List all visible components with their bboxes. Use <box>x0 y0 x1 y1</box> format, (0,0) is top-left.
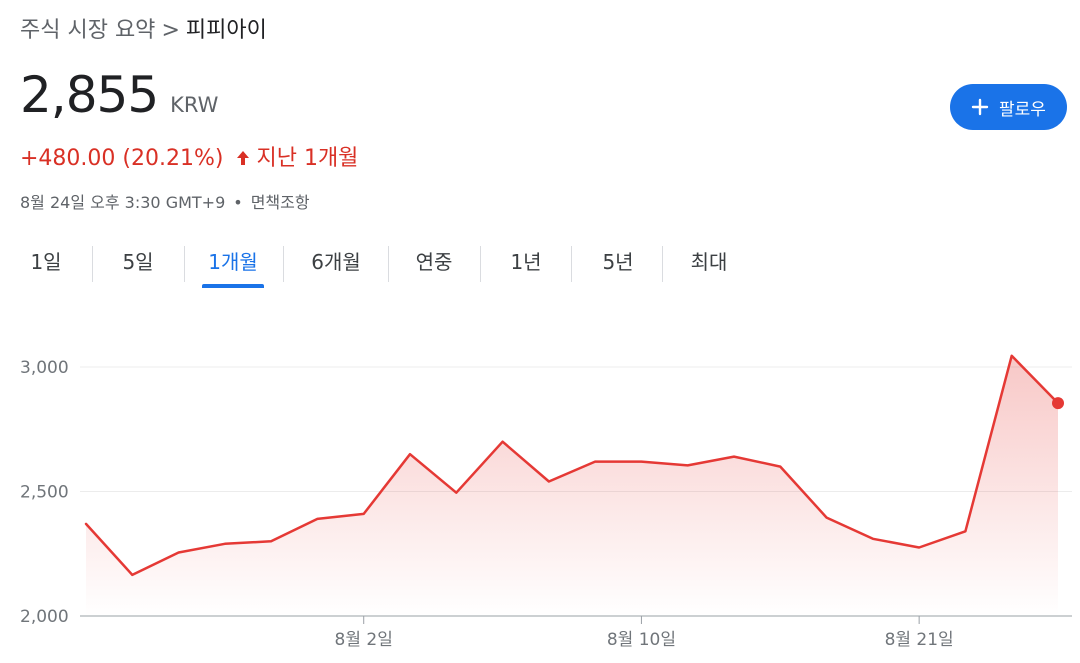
breadcrumb-separator: > <box>161 18 180 43</box>
tab-label: 최대 <box>690 250 728 274</box>
data-point <box>361 511 367 517</box>
data-point <box>176 550 182 556</box>
data-point <box>870 536 876 542</box>
data-point <box>824 515 830 521</box>
tab-label: 1일 <box>30 250 62 274</box>
tab-1y[interactable]: 1년 <box>498 240 554 288</box>
data-point <box>685 462 691 468</box>
tab-label: 연중 <box>415 250 453 274</box>
tab-1m[interactable]: 1개월 <box>202 240 264 288</box>
chart-axes: 2,000 2,500 3,000 8월 2일 8월 10일 8월 21일 <box>20 358 954 650</box>
price-change: +480.00 (20.21%) 지난 1개월 <box>20 140 358 172</box>
data-point <box>129 572 135 578</box>
tab-label: 1개월 <box>208 250 258 274</box>
chart-area <box>86 355 1058 616</box>
change-value: +480.00 (20.21%) <box>20 146 224 171</box>
breadcrumb: 주식 시장 요약 > 피피아이 <box>20 12 267 44</box>
data-point <box>731 454 737 460</box>
tab-5y[interactable]: 5년 <box>590 240 646 288</box>
data-point <box>777 464 783 470</box>
tab-label: 5년 <box>602 250 634 274</box>
tab-6m[interactable]: 6개월 <box>300 240 372 288</box>
tab-divider <box>480 246 481 282</box>
range-tabs: 1일 5일 1개월 6개월 연중 1년 5년 최대 <box>0 240 1080 290</box>
price-row: 2,855 KRW <box>20 66 218 124</box>
current-price: 2,855 <box>20 66 159 124</box>
tab-label: 5일 <box>122 250 154 274</box>
data-point <box>453 490 459 496</box>
tab-divider <box>388 246 389 282</box>
tab-5d[interactable]: 5일 <box>110 240 166 288</box>
quote-timestamp: 8월 24일 오후 3:30 GMT+9 <box>20 193 226 212</box>
data-point <box>638 459 644 465</box>
plus-icon <box>971 98 989 116</box>
tab-divider <box>92 246 93 282</box>
x-tick-label: 8월 2일 <box>335 630 393 650</box>
last-price-dot <box>1052 397 1064 410</box>
quote-meta: 8월 24일 오후 3:30 GMT+9 • 면책조항 <box>20 189 310 213</box>
y-tick-label: 2,000 <box>20 607 69 627</box>
series-area <box>86 355 1058 616</box>
disclaimer-link[interactable]: 면책조항 <box>250 193 310 212</box>
tab-label: 1년 <box>510 250 542 274</box>
chart-series <box>83 353 1064 578</box>
data-point <box>916 545 922 551</box>
follow-button-label: 팔로우 <box>999 99 1046 120</box>
meta-separator-dot: • <box>233 193 243 212</box>
tab-label: 6개월 <box>311 250 361 274</box>
tab-divider <box>662 246 663 282</box>
follow-button[interactable]: 팔로우 <box>950 84 1067 130</box>
tab-max[interactable]: 최대 <box>680 240 738 288</box>
data-point <box>83 521 89 527</box>
breadcrumb-current: 피피아이 <box>185 18 267 43</box>
data-point <box>268 538 274 544</box>
tab-1d[interactable]: 1일 <box>20 240 72 288</box>
tab-divider <box>571 246 572 282</box>
price-chart[interactable]: 2,000 2,500 3,000 8월 2일 8월 10일 8월 21일 <box>0 290 1080 663</box>
x-tick-label: 8월 10일 <box>607 630 676 650</box>
change-period: 지난 1개월 <box>256 146 359 171</box>
active-tab-indicator <box>202 284 264 288</box>
x-tick-label: 8월 21일 <box>885 630 954 650</box>
data-point <box>500 439 506 445</box>
data-point <box>962 528 968 534</box>
tab-divider <box>283 246 284 282</box>
currency-label: KRW <box>170 93 219 117</box>
tab-divider <box>184 246 185 282</box>
breadcrumb-parent-link[interactable]: 주식 시장 요약 <box>20 18 156 43</box>
y-tick-label: 3,000 <box>20 358 69 378</box>
data-point <box>222 541 228 547</box>
y-tick-label: 2,500 <box>20 483 69 503</box>
data-point <box>546 479 552 485</box>
data-point <box>407 451 413 457</box>
tab-ytd[interactable]: 연중 <box>404 240 464 288</box>
data-point <box>592 459 598 465</box>
data-point <box>314 516 320 522</box>
arrow-up-icon <box>237 151 250 165</box>
series-line <box>84 354 1060 577</box>
data-point <box>1009 353 1015 359</box>
